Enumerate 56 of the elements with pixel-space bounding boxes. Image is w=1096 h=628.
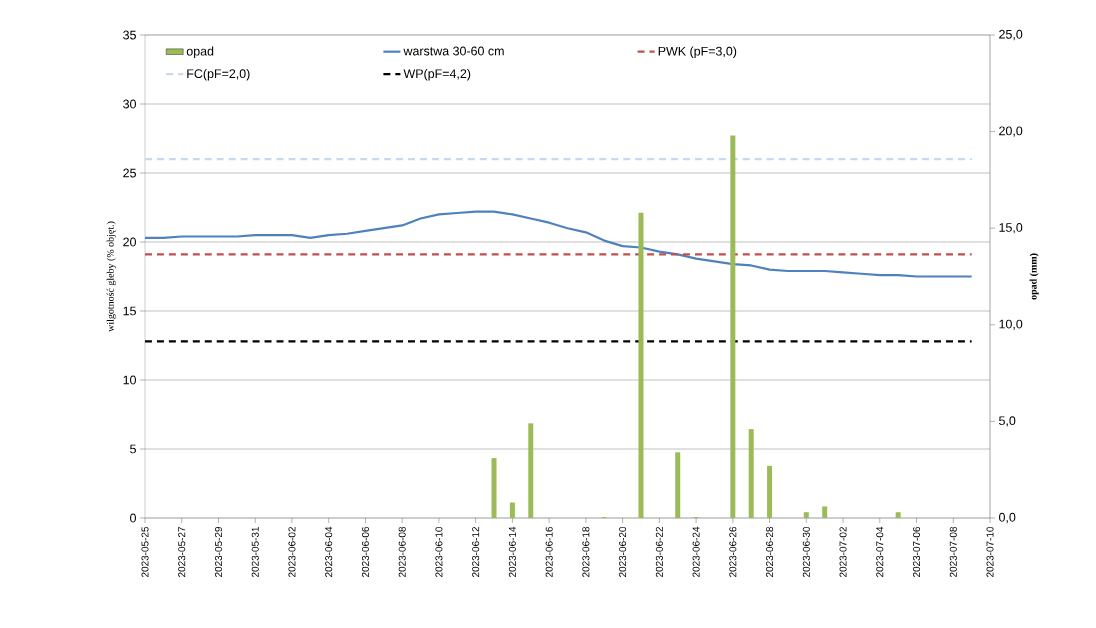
x-tick-label: 2023-06-04 xyxy=(325,526,333,577)
y-tick-label: 15 xyxy=(123,306,136,316)
x-tick-label: 2023-05-27 xyxy=(178,527,186,577)
x-tick-label: 2023-06-16 xyxy=(545,526,553,577)
legend-label: FC(pF=2,0) xyxy=(187,68,250,81)
y-tick-label: 30 xyxy=(123,99,136,109)
legend-label: warstwa 30-60 cm xyxy=(403,46,504,56)
x-tick-label: 2023-07-06 xyxy=(913,526,921,577)
x-tick-label: 2023-06-24 xyxy=(692,526,700,577)
x-tick-label: 2023-07-04 xyxy=(876,526,884,577)
x-tick-label: 2023-05-29 xyxy=(214,526,222,577)
x-tick-label: 2023-05-25 xyxy=(141,526,149,577)
legend-label: PWK (pF=3,0) xyxy=(658,46,737,59)
y-tick-label: 5 xyxy=(130,444,136,454)
x-tick-label: 2023-06-12 xyxy=(472,527,480,577)
y-tick-label: 25 xyxy=(123,168,136,178)
y2-tick-label: 5,0 xyxy=(999,416,1016,427)
y2-tick-label: 0,0 xyxy=(999,512,1016,524)
bar xyxy=(767,465,773,518)
x-tick-label: 2023-06-02 xyxy=(288,527,296,577)
y2-axis-title: opad (mm) xyxy=(1029,253,1039,300)
bar xyxy=(638,212,644,518)
x-tick-label: 2023-07-08 xyxy=(949,526,957,577)
y2-tick-label: 15,0 xyxy=(999,223,1023,234)
y-tick-label: 35 xyxy=(123,30,136,40)
y2-tick-label: 20,0 xyxy=(999,126,1023,137)
bar xyxy=(748,429,754,518)
bar xyxy=(895,512,901,518)
y-axis-title: wilgotność gleby (% objęt.) xyxy=(106,221,116,332)
x-tick-label: 2023-07-02 xyxy=(839,527,847,577)
x-tick-label: 2023-06-26 xyxy=(729,526,737,577)
y-tick-label: 20 xyxy=(123,237,136,247)
bar xyxy=(822,506,828,518)
x-tick-label: 2023-06-20 xyxy=(619,526,627,577)
bar xyxy=(509,502,515,518)
bar xyxy=(675,452,681,518)
y-tick-label: 0 xyxy=(130,513,136,523)
bar xyxy=(730,135,736,518)
x-tick-label: 2023-05-31 xyxy=(251,527,259,577)
x-tick-label: 2023-06-18 xyxy=(582,526,590,577)
x-tick-label: 2023-06-30 xyxy=(802,526,810,577)
x-tick-label: 2023-06-22 xyxy=(655,527,663,577)
bar xyxy=(803,512,809,518)
x-tick-label: 2023-07-10 xyxy=(986,526,994,577)
x-tick-label: 2023-06-10 xyxy=(435,526,443,577)
legend-label: opad xyxy=(186,46,214,59)
legend-label: WP(pF=4,2) xyxy=(403,68,471,81)
bar xyxy=(528,423,534,518)
x-tick-label: 2023-06-08 xyxy=(398,526,406,577)
y-tick-label: 10 xyxy=(123,375,136,385)
bar xyxy=(491,458,497,518)
y2-tick-label: 10,0 xyxy=(999,319,1023,330)
x-tick-label: 2023-06-28 xyxy=(766,526,774,577)
x-tick-label: 2023-06-06 xyxy=(361,526,369,577)
x-tick-label: 2023-06-14 xyxy=(508,526,516,577)
y2-tick-label: 25,0 xyxy=(999,29,1023,41)
